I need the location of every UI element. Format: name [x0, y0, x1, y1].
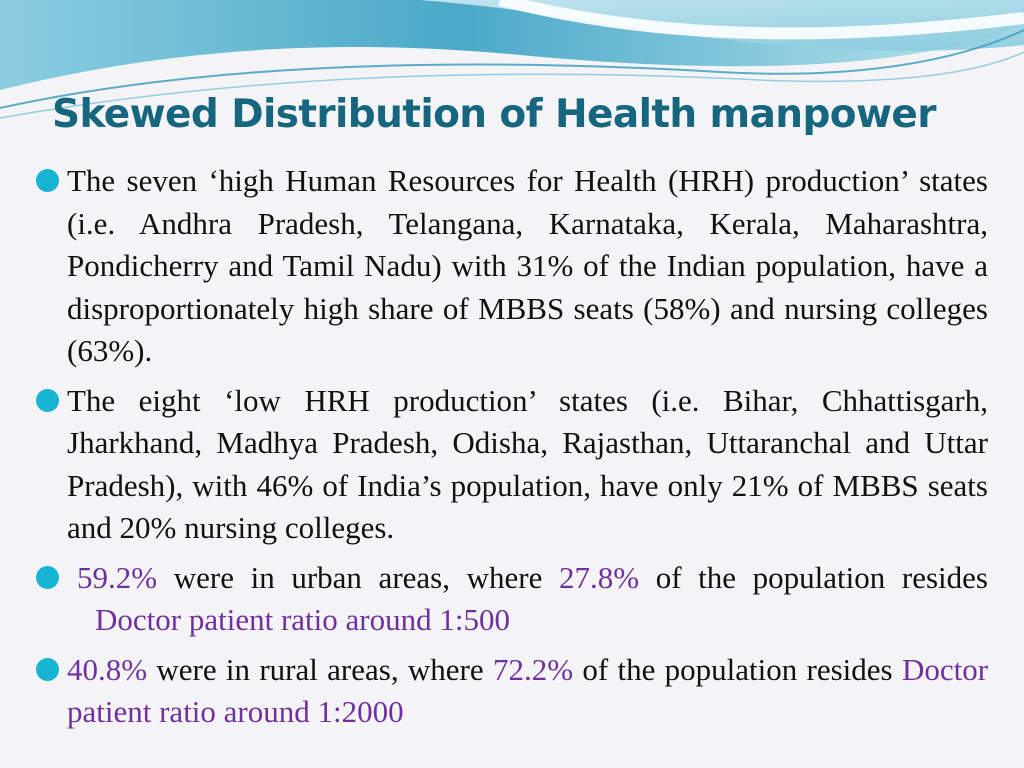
bullet-item-urban: 59.2% were in urban areas, where 27.8% o… [36, 557, 988, 642]
circle-bullet-icon [36, 169, 59, 192]
rural-population-share-value: 72.2% [492, 651, 574, 687]
bullet-item-rural: 40.8% were in rural areas, where 72.2% o… [36, 649, 988, 734]
bullet-text: The seven ‘high Human Resources for Heal… [67, 163, 988, 368]
bullet-text: were in urban areas, where [173, 559, 543, 595]
bullet-item-high-hrh-states: The seven ‘high Human Resources for Heal… [36, 160, 988, 373]
circle-bullet-icon [36, 388, 59, 412]
urban-doctor-ratio: Doctor patient ratio around 1:500 [95, 602, 510, 637]
urban-population-share-value: 27.8% [558, 559, 640, 595]
wave-line-lower [0, 51, 1024, 119]
bullet-text: The eight ‘low HRH production’ states (i… [67, 382, 988, 546]
bullet-text: of the population resides [582, 651, 893, 687]
bullet-list: The seven ‘high Human Resources for Heal… [36, 160, 988, 734]
rural-doctor-ratio: Doctor patient ratio around 1:2000 [67, 651, 989, 730]
bullet-text: of the population resides [655, 559, 988, 595]
bullet-item-low-hrh-states: The eight ‘low HRH production’ states (i… [36, 380, 988, 550]
slide-title: Skewed Distribution of Health manpower [52, 92, 936, 137]
bullet-text: were in rural areas, where [156, 651, 484, 687]
wave-header-decoration [0, 0, 1024, 119]
wave-line-upper [0, 29, 1024, 109]
rural-share-value: 40.8% [67, 651, 148, 687]
circle-bullet-icon [36, 657, 59, 681]
urban-share-value: 59.2% [77, 559, 158, 595]
wave-highlight-stripe [498, 0, 1024, 40]
circle-bullet-icon [36, 565, 59, 589]
